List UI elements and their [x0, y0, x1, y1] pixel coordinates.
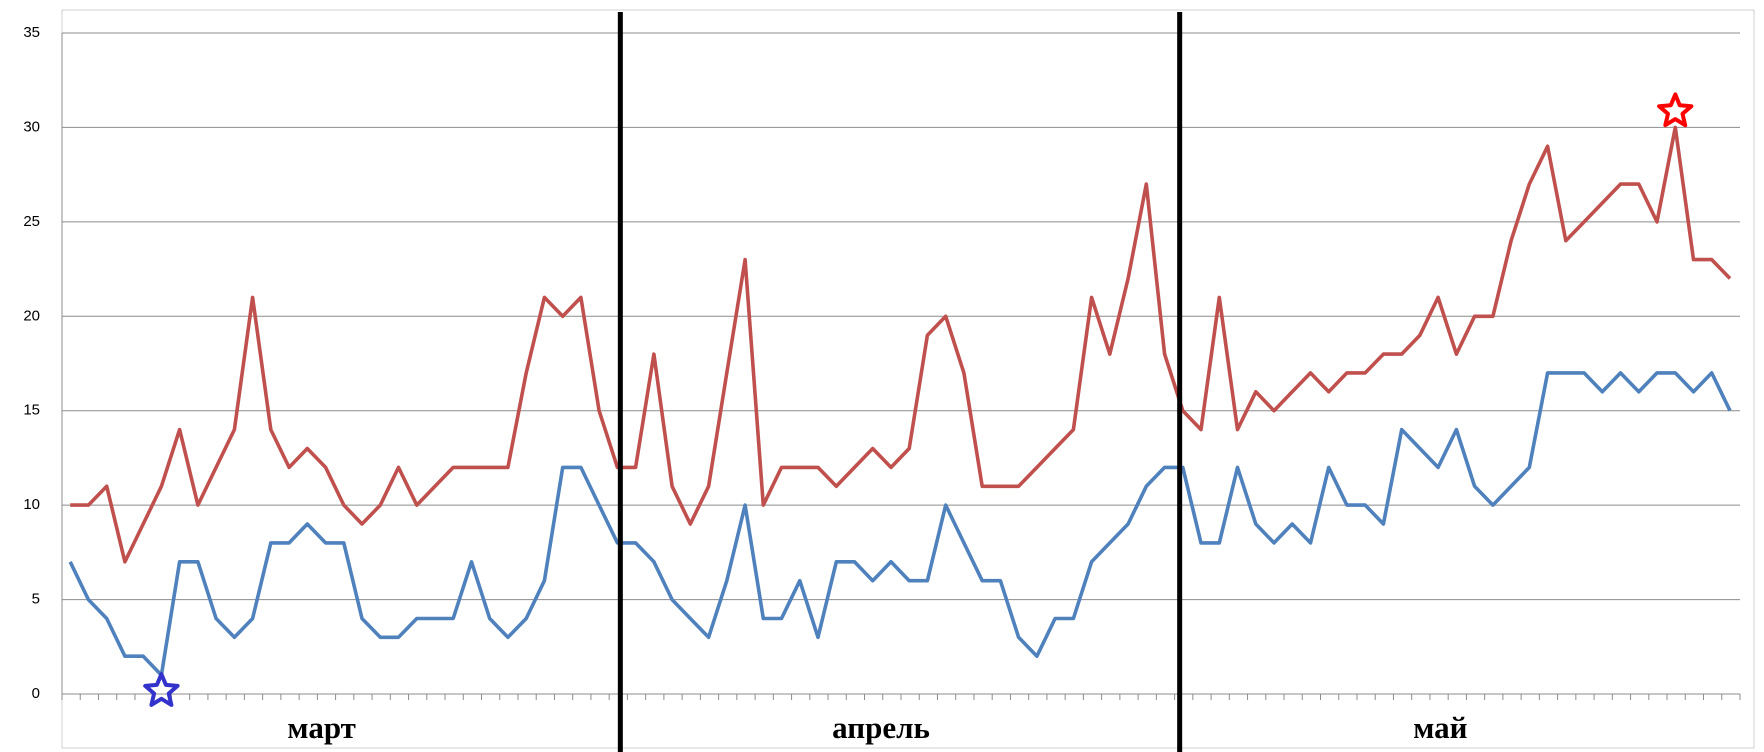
month-label: апрель: [832, 710, 930, 745]
plot-frame: [61, 9, 1755, 749]
y-tick-label: 0: [32, 685, 40, 702]
month-label: март: [287, 710, 355, 745]
y-tick-label: 5: [32, 591, 40, 608]
y-tick-label: 35: [23, 24, 40, 41]
series-line: [70, 125, 1732, 564]
y-tick-label: 10: [23, 496, 40, 513]
month-label: май: [1413, 710, 1467, 745]
y-tick-label: 20: [23, 307, 40, 324]
y-tick-label: 15: [23, 402, 40, 419]
max-star: [1657, 92, 1694, 128]
series-line: [68, 371, 1732, 677]
y-tick-label: 25: [23, 213, 40, 230]
min-star: [143, 672, 180, 707]
y-tick-label: 30: [23, 118, 40, 135]
